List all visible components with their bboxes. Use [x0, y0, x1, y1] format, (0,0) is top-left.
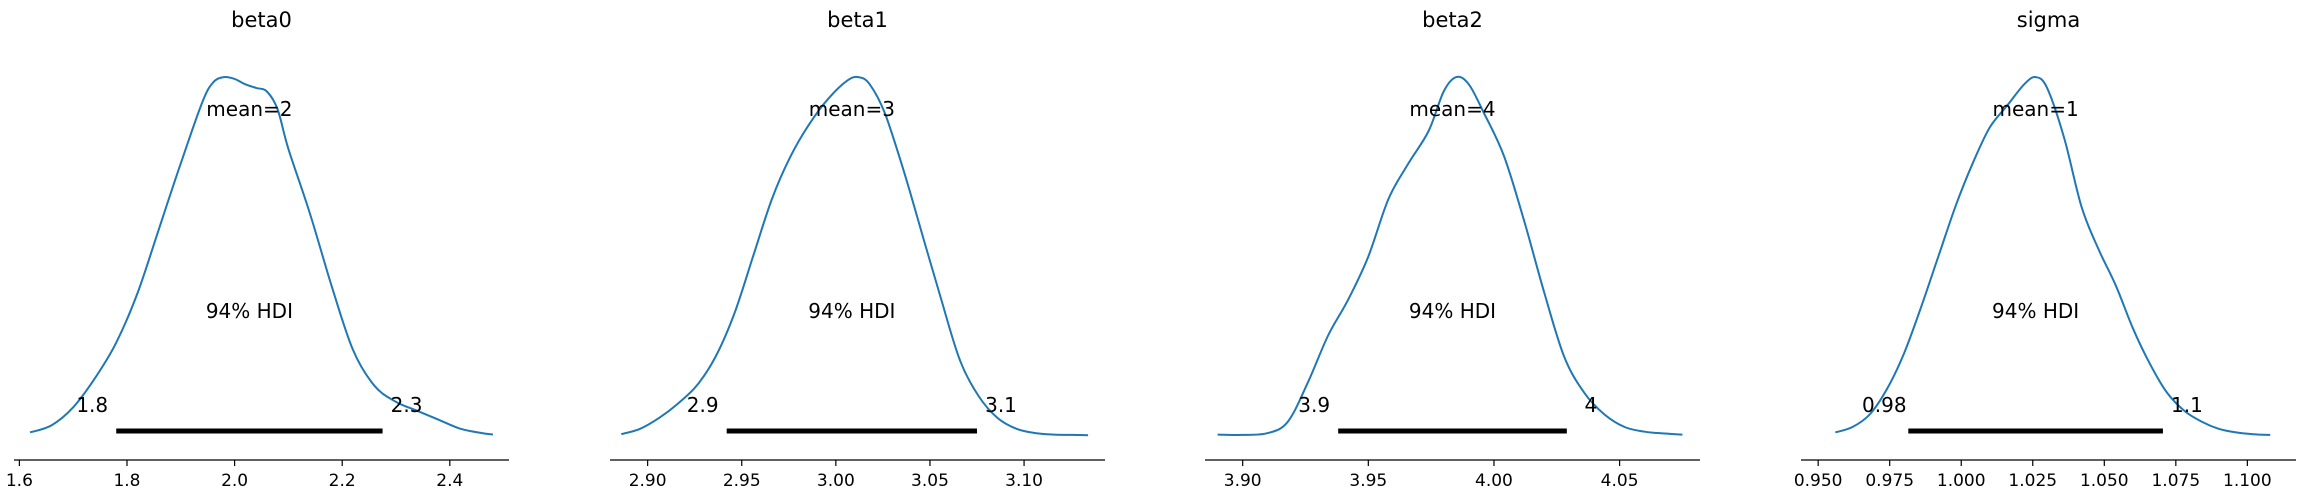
- hdi-lower-label: 3.9: [1298, 393, 1330, 417]
- x-tick-label: 1.050: [2080, 471, 2129, 491]
- mean-label: mean=2: [206, 97, 292, 121]
- x-tick-label: 1.6: [6, 471, 33, 491]
- x-tick-label: 2.2: [329, 471, 356, 491]
- mean-label: mean=1: [1993, 97, 2079, 121]
- x-tick-label: 3.10: [1005, 471, 1043, 491]
- x-tick-label: 2.90: [629, 471, 667, 491]
- x-tick-label: 2.4: [436, 471, 463, 491]
- hdi-upper-label: 1.1: [2171, 393, 2203, 417]
- x-tick-label: 2.95: [723, 471, 761, 491]
- x-tick-label: 3.05: [911, 471, 949, 491]
- hdi-lower-label: 0.98: [1862, 393, 1907, 417]
- x-tick-label: 0.950: [1794, 471, 1843, 491]
- panel-title: beta0: [231, 8, 292, 32]
- panel-title: sigma: [2017, 8, 2080, 32]
- hdi-label: 94% HDI: [808, 299, 895, 323]
- hdi-label: 94% HDI: [206, 299, 293, 323]
- x-tick-label: 0.975: [1865, 471, 1914, 491]
- panel-sigma: sigma mean=1 94% HDI 0.98 1.1 0.950 0.975 1.000…: [1794, 8, 2296, 491]
- mean-label: mean=3: [809, 97, 895, 121]
- panel-title: beta2: [1422, 8, 1483, 32]
- density-curve: [621, 75, 1089, 437]
- hdi-upper-label: 3.1: [985, 393, 1017, 417]
- x-tick-label: 1.8: [113, 471, 140, 491]
- hdi-label: 94% HDI: [1992, 299, 2079, 323]
- x-tick-label: 3.00: [817, 471, 855, 491]
- panel-beta2: beta2 mean=4 94% HDI 3.9 4 3.90 3.95 4.00 4.05: [1205, 8, 1700, 491]
- panel-beta0: beta0 mean=2 94% HDI 1.8 2.3 1.6 1.8 2.0 2.2 2.4: [6, 8, 509, 491]
- hdi-label: 94% HDI: [1409, 299, 1496, 323]
- mean-label: mean=4: [1409, 97, 1495, 121]
- x-tick-label: 3.95: [1349, 471, 1387, 491]
- x-tick-label: 1.000: [1937, 471, 1986, 491]
- panel-beta1: beta1 mean=3 94% HDI 2.9 3.1 2.90 2.95 3.00 3.05…: [610, 8, 1105, 491]
- density-curve: [1835, 76, 2271, 436]
- x-tick-label: 3.90: [1224, 471, 1262, 491]
- x-tick-label: 1.075: [2151, 471, 2200, 491]
- x-tick-label: 4.05: [1601, 471, 1639, 491]
- hdi-lower-label: 1.8: [76, 393, 108, 417]
- density-curve: [29, 75, 494, 436]
- hdi-upper-label: 4: [1584, 393, 1597, 417]
- x-tick-label: 1.100: [2223, 471, 2272, 491]
- hdi-upper-label: 2.3: [391, 393, 423, 417]
- hdi-lower-label: 2.9: [687, 393, 719, 417]
- x-tick-label: 1.025: [2008, 471, 2057, 491]
- density-curve: [1217, 75, 1683, 436]
- x-tick-label: 4.00: [1475, 471, 1513, 491]
- x-tick-label: 2.0: [221, 471, 248, 491]
- panel-title: beta1: [827, 8, 888, 32]
